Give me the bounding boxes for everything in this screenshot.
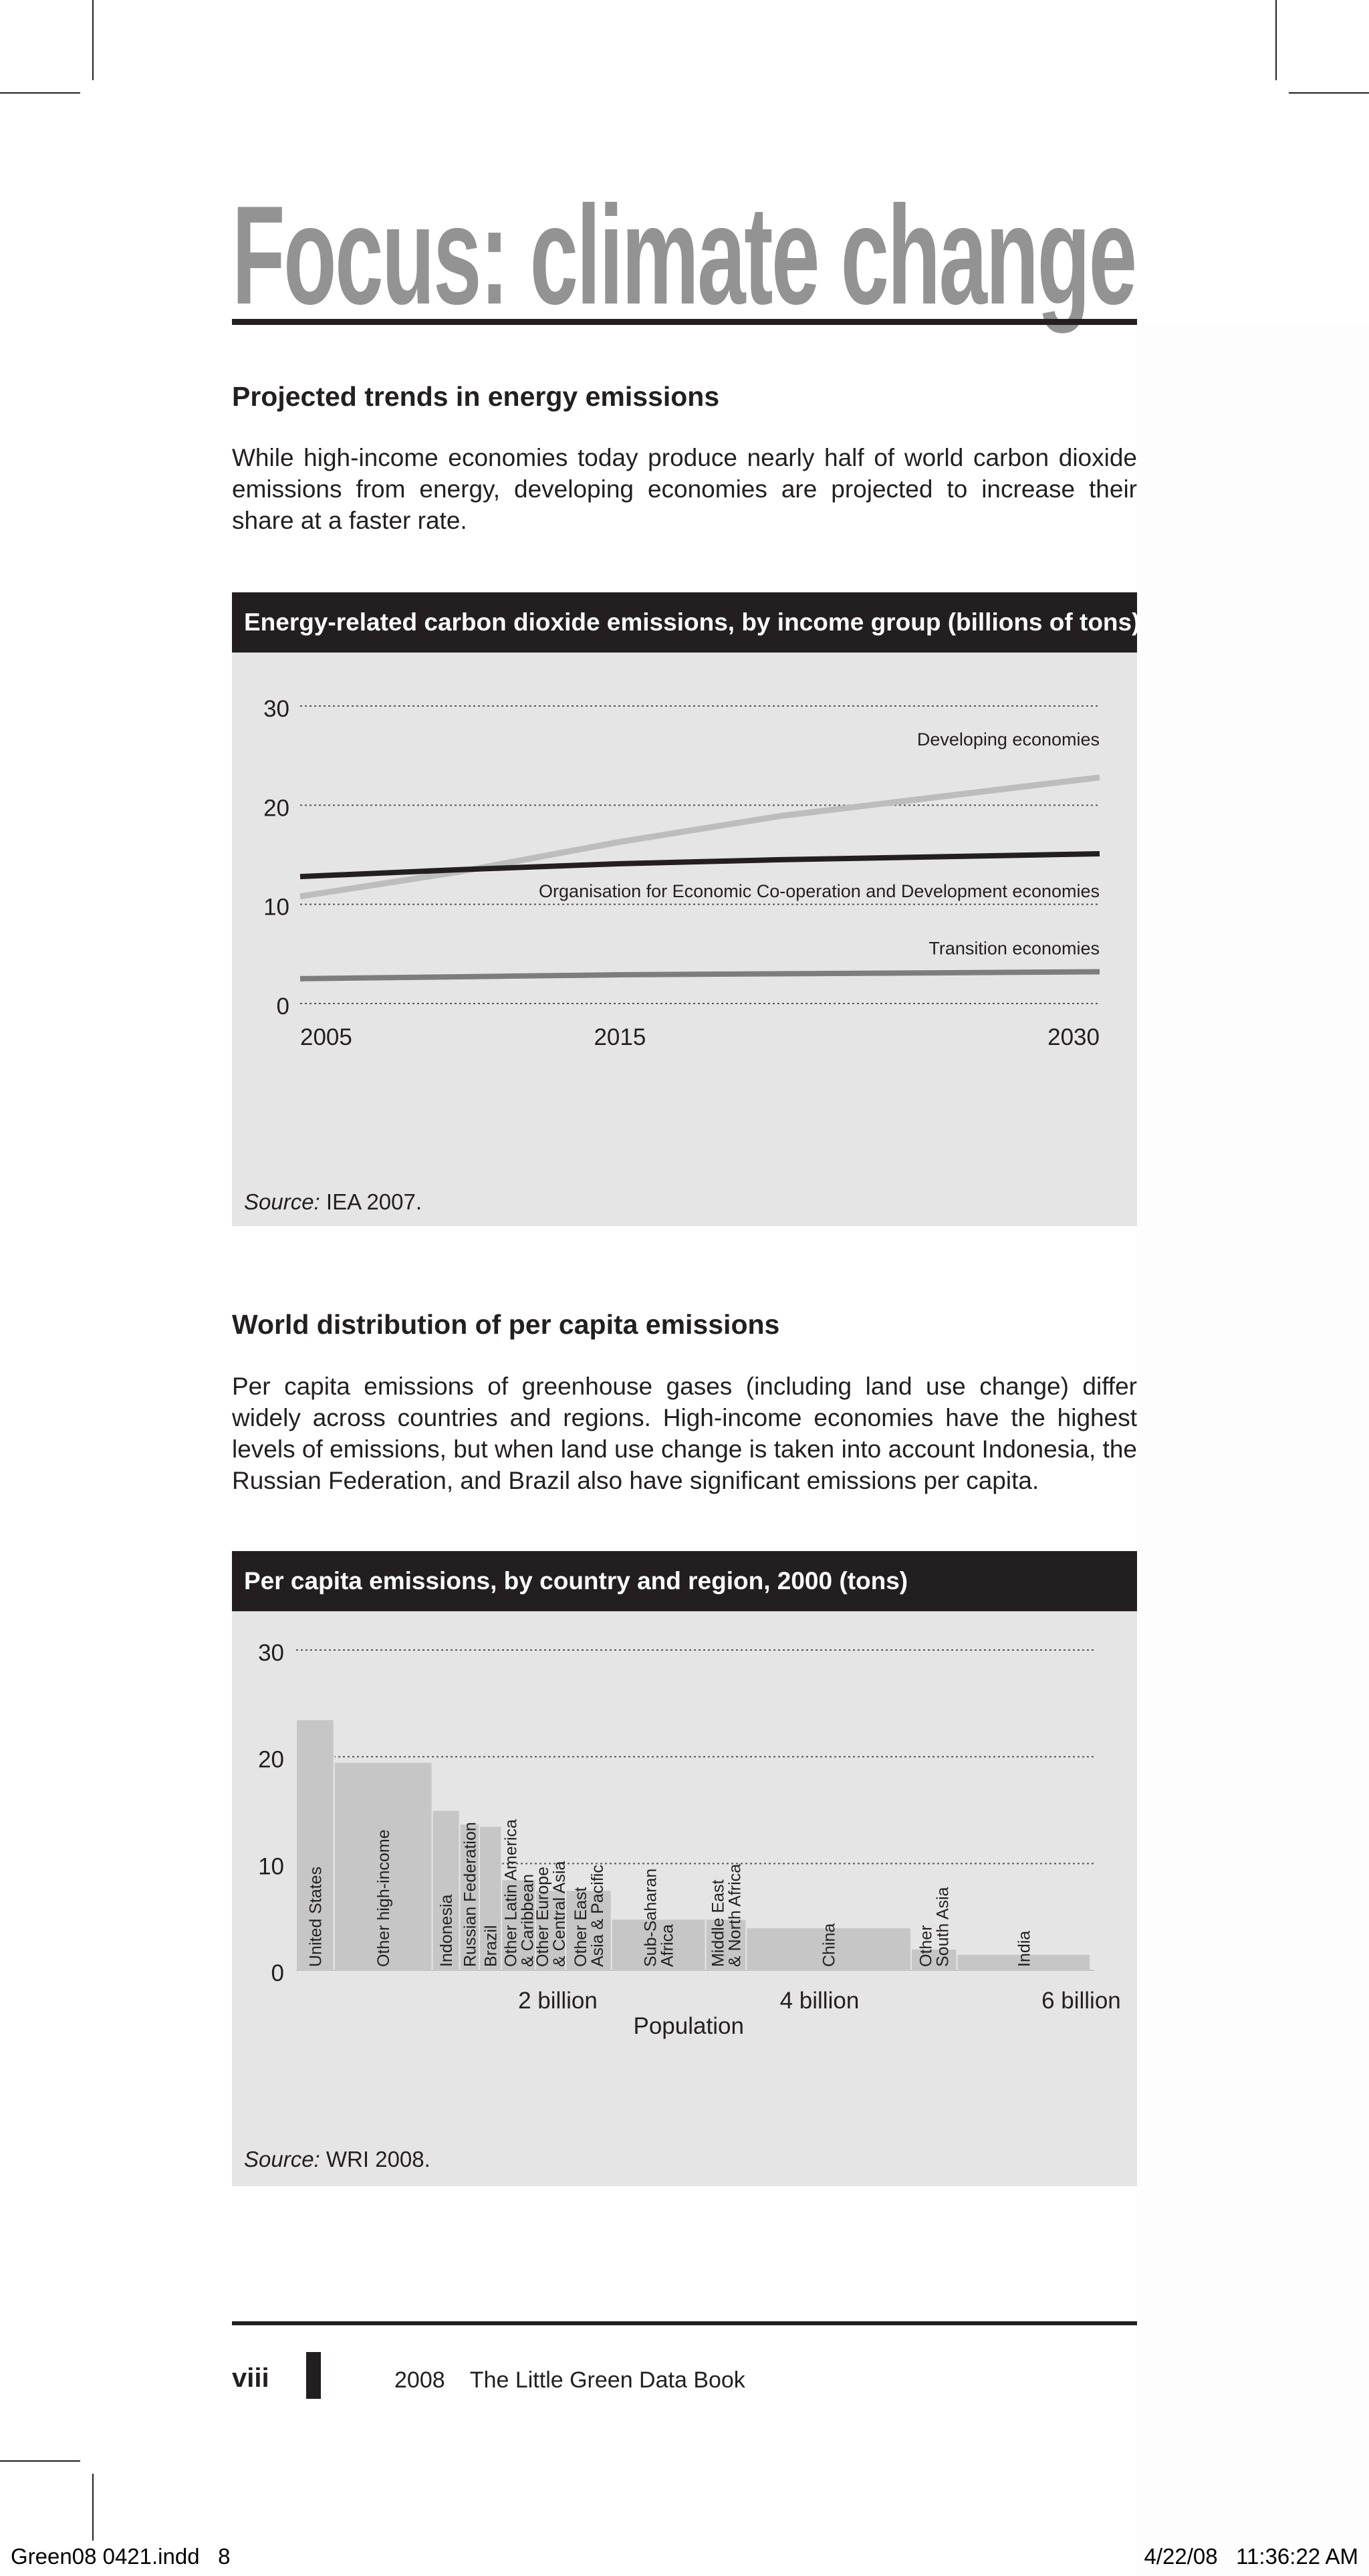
bar-label: Other Europe (533, 1867, 552, 1967)
bar-label: Africa (658, 1924, 677, 1967)
page-title-text: Focus: climate change (232, 177, 1137, 334)
source-text: WRI 2008. (326, 2147, 430, 2172)
crop-mark (0, 2460, 80, 2462)
x-tick-label: 2 billion (518, 1988, 598, 2014)
x-tick-label: 2005 (300, 1024, 352, 1050)
y-tick-label: 10 (263, 895, 289, 921)
bar-label: Asia & Pacific (588, 1865, 607, 1967)
slug-file-info: Green08 0421.indd 8 (11, 2544, 231, 2569)
bar-chart-per-capita: 0 10 20 30 United States Other high-income Ind… (258, 1640, 1121, 2039)
chart-panel-energy: Energy-related carbon dioxide emissions,… (232, 592, 1140, 1226)
series-label: Organisation for Economic Co-operation a… (539, 881, 1100, 901)
crop-mark (1275, 0, 1277, 80)
bar-label: & North Africa (725, 1864, 744, 1967)
source-note-energy: Source: IEA 2007. (244, 1189, 422, 1215)
bar-label: Sub-Saharan (642, 1869, 660, 1967)
page-number: viii (232, 2363, 269, 2393)
bar (705, 1918, 747, 1971)
x-tick-label: 6 billion (1041, 1988, 1121, 2014)
section-body-distribution: Per capita emissions of greenhouse gases… (232, 1373, 1137, 1494)
crop-mark (0, 92, 80, 94)
crop-mark (1289, 92, 1369, 94)
running-footer: 2008 The Little Green Data Book (394, 2367, 745, 2393)
folio-bar (306, 2352, 321, 2399)
source-note-per-capita: Source: WRI 2008. (244, 2146, 430, 2173)
bar (431, 1809, 461, 1971)
bar (745, 1927, 912, 1971)
crop-mark (92, 2474, 94, 2541)
x-tick-label: 2015 (594, 1024, 646, 1050)
bar-label: China (820, 1923, 839, 1967)
bar-label: Middle East (709, 1879, 727, 1967)
bar-label: Russian Federation (461, 1822, 479, 1967)
source-label: Source: (244, 2147, 320, 2172)
bar-label: South Asia (934, 1887, 953, 1967)
series-line (299, 851, 1100, 880)
bar-label: Other (917, 1925, 936, 1967)
series-label: Developing economies (917, 729, 1100, 749)
page-title: Focus: climate change (232, 175, 1137, 326)
bar-label: Indonesia (437, 1894, 456, 1967)
source-text: IEA 2007. (326, 1189, 422, 1214)
x-tick-label: 4 billion (780, 1988, 860, 2014)
section-heading-energy: Projected trends in energy emissions (232, 381, 720, 412)
bar (479, 1825, 503, 1972)
series-line (299, 774, 1100, 900)
chart-title-per-capita: Per capita emissions, by country and reg… (232, 1551, 1137, 1611)
bar (501, 1879, 537, 1971)
series-label: Transition economies (928, 939, 1100, 959)
y-tick-label: 20 (263, 795, 289, 821)
bar-label: India (1015, 1931, 1033, 1967)
x-axis-title: Population (634, 2013, 744, 2039)
bar-label: Brazil (482, 1925, 501, 1967)
source-label: Source: (244, 1189, 320, 1214)
y-tick-label: 20 (258, 1747, 284, 1773)
y-tick-label: 10 (258, 1853, 284, 1879)
y-tick-label: 0 (271, 1960, 284, 1986)
chart-panel-per-capita: Per capita emissions, by country and reg… (232, 1551, 1137, 2186)
bar (295, 1718, 335, 1972)
page-shade (1137, 325, 1369, 2576)
bar (333, 1761, 433, 1971)
section-heading-distribution: World distribution of per capita emissio… (232, 1309, 780, 1340)
bar-label: United States (306, 1867, 325, 1967)
crop-mark (92, 0, 94, 80)
chart-title-energy: Energy-related carbon dioxide emissions,… (232, 592, 1140, 653)
x-tick-label: 2030 (1047, 1024, 1100, 1050)
bar-label: Other East (572, 1887, 590, 1967)
y-tick-label: 0 (277, 993, 289, 1020)
section-body-energy: While high-income economies today produc… (232, 444, 1137, 534)
footer-rule (232, 2321, 1137, 2325)
bar-label: Other high-income (374, 1829, 393, 1967)
series-line (299, 969, 1100, 981)
bar-label: Other Latin America (501, 1819, 520, 1967)
slug-timestamp: 4/22/08 11:36:22 AM (1144, 2544, 1358, 2569)
bar-label: & Caribbean (518, 1874, 537, 1967)
title-rule (232, 319, 1137, 325)
y-tick-label: 30 (263, 696, 289, 722)
y-tick-label: 30 (258, 1640, 284, 1666)
